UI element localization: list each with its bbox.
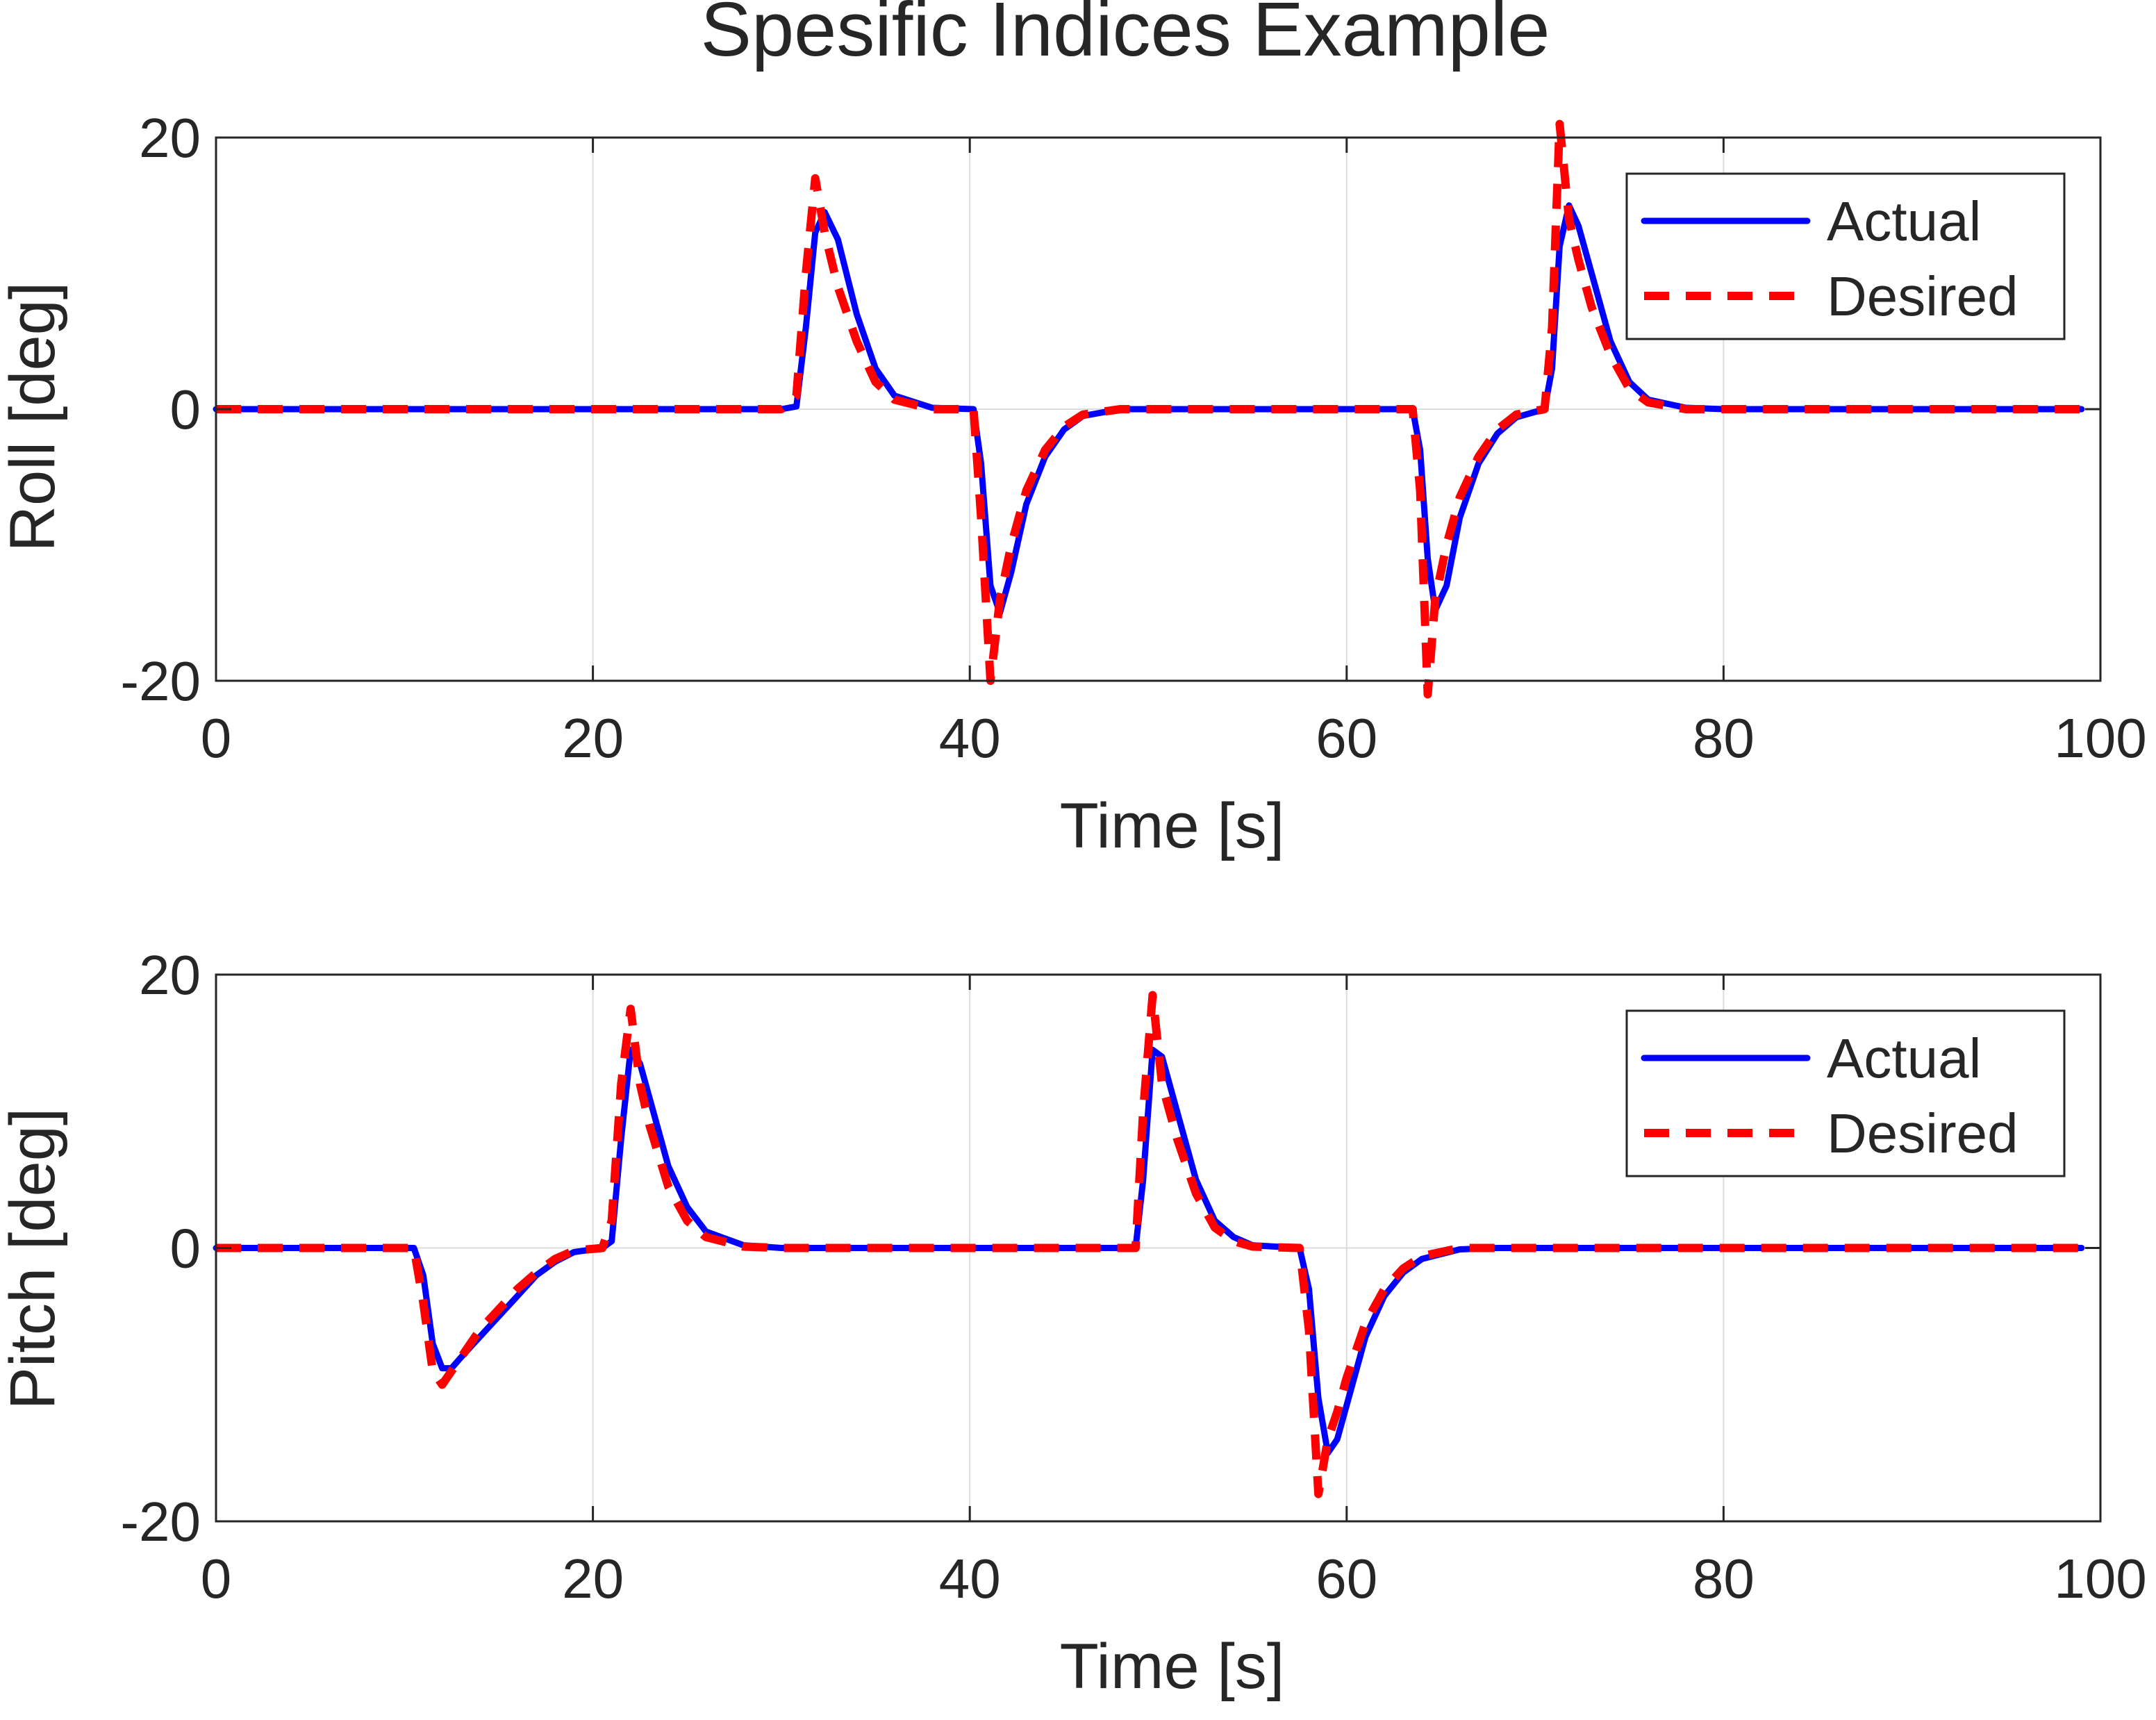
roll-x-tick-label: 40: [939, 707, 1001, 769]
roll-x-tick-label: 80: [1693, 707, 1755, 769]
roll-x-tick-label: 20: [562, 707, 624, 769]
pitch-legend: Actual Desired: [1625, 1009, 2066, 1177]
pitch-y-tick-label: 0: [170, 1218, 201, 1280]
roll-y-axis-label: Roll [deg]: [0, 282, 68, 552]
roll-x-tick-label: 60: [1316, 707, 1377, 769]
roll-y-tick-label: 0: [170, 379, 201, 440]
pitch-y-tick-label: 20: [139, 944, 201, 1006]
pitch-x-tick-label: 60: [1316, 1548, 1377, 1610]
pitch-x-tick-label: 100: [2054, 1548, 2146, 1610]
roll-legend-label-actual: Actual: [1827, 190, 1981, 252]
pitch-x-tick-label: 80: [1693, 1548, 1755, 1610]
roll-series-desired-line: [216, 119, 2082, 699]
pitch-x-tick-label: 40: [939, 1548, 1001, 1610]
pitch-legend-label-desired: Desired: [1827, 1102, 2018, 1164]
pitch-series-desired-line: [216, 991, 2082, 1498]
figure-title: Spesific Indices Example: [701, 0, 1550, 72]
pitch-legend-box: [1625, 1009, 2066, 1177]
pitch-legend-label-actual: Actual: [1827, 1027, 1981, 1089]
roll-x-axis-label: Time [s]: [1060, 791, 1285, 861]
roll-x-tick-label: 0: [201, 707, 232, 769]
roll-legend: Actual Desired: [1625, 172, 2066, 340]
roll-legend-label-desired: Desired: [1827, 265, 2018, 327]
roll-y-tick-label: -20: [120, 650, 201, 712]
roll-y-tick-label: 20: [139, 107, 201, 169]
roll-legend-box: [1625, 172, 2066, 340]
pitch-y-tick-label: -20: [120, 1491, 201, 1553]
pitch-y-axis-label: Pitch [deg]: [0, 1108, 68, 1410]
roll-x-tick-label: 100: [2054, 707, 2146, 769]
pitch-x-axis-label: Time [s]: [1060, 1631, 1285, 1702]
pitch-x-tick-label: 20: [562, 1548, 624, 1610]
pitch-x-tick-label: 0: [201, 1548, 232, 1610]
